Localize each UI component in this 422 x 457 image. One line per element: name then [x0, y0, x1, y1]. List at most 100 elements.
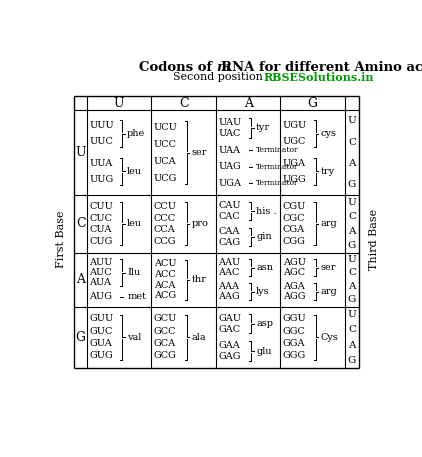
- Text: A: A: [243, 97, 253, 110]
- Text: A: A: [76, 273, 85, 286]
- Text: UCC: UCC: [154, 140, 177, 149]
- Text: AAG: AAG: [218, 292, 240, 301]
- Text: thr: thr: [192, 275, 206, 284]
- Text: CAU: CAU: [218, 201, 241, 210]
- Text: UAG: UAG: [218, 162, 241, 171]
- Text: UGA: UGA: [283, 159, 306, 168]
- Text: A: A: [348, 159, 356, 168]
- Text: GCG: GCG: [154, 351, 176, 361]
- Text: GAC: GAC: [218, 325, 241, 334]
- Text: C: C: [76, 218, 86, 230]
- Text: UAA: UAA: [218, 146, 240, 155]
- Text: UCG: UCG: [154, 174, 177, 182]
- Text: leu: leu: [127, 167, 142, 176]
- Text: GUA: GUA: [89, 339, 112, 348]
- Text: A: A: [348, 282, 356, 291]
- Text: CGG: CGG: [283, 237, 306, 246]
- Text: cys: cys: [321, 129, 337, 138]
- Text: CUU: CUU: [89, 202, 113, 211]
- Text: UAC: UAC: [218, 129, 241, 138]
- Text: AGU: AGU: [283, 258, 306, 267]
- Text: lys: lys: [256, 287, 270, 296]
- Text: AGG: AGG: [283, 292, 305, 301]
- Text: AGC: AGC: [283, 268, 305, 277]
- Text: G: G: [348, 295, 356, 304]
- Text: CUG: CUG: [89, 237, 113, 246]
- Text: G: G: [348, 180, 356, 189]
- Text: Terminator: Terminator: [256, 163, 299, 171]
- Text: U: U: [114, 97, 124, 110]
- Text: tyr: tyr: [256, 123, 270, 133]
- Text: ser: ser: [192, 148, 207, 157]
- Text: First Base: First Base: [56, 211, 65, 268]
- Text: ACG: ACG: [154, 292, 176, 300]
- Text: ala: ala: [192, 333, 206, 342]
- Text: Terminator: Terminator: [256, 179, 299, 187]
- Text: AUG: AUG: [89, 292, 112, 301]
- Text: glu: glu: [256, 346, 272, 356]
- Text: UUA: UUA: [89, 159, 112, 168]
- Text: val: val: [127, 333, 141, 342]
- Text: CCC: CCC: [154, 213, 176, 223]
- Text: phe: phe: [127, 129, 145, 138]
- Text: A: A: [348, 227, 356, 235]
- Text: CCA: CCA: [154, 225, 176, 234]
- Text: CGU: CGU: [283, 202, 306, 211]
- Text: RBSESolutions.in: RBSESolutions.in: [264, 72, 374, 83]
- Text: U: U: [348, 255, 356, 264]
- Text: GGG: GGG: [283, 351, 306, 361]
- Text: AAC: AAC: [218, 268, 240, 277]
- Text: UUU: UUU: [89, 122, 114, 130]
- Text: Codons of: Codons of: [138, 61, 216, 74]
- Text: CUA: CUA: [89, 225, 111, 234]
- Text: C: C: [348, 325, 356, 334]
- Text: Terminator: Terminator: [256, 146, 299, 154]
- Text: try: try: [321, 167, 335, 176]
- Text: asn: asn: [256, 263, 273, 272]
- Text: GUG: GUG: [89, 351, 113, 361]
- Text: Ilu: Ilu: [127, 268, 141, 277]
- Text: UCU: UCU: [154, 123, 178, 132]
- Text: G: G: [76, 331, 86, 344]
- Text: ser: ser: [321, 263, 336, 272]
- Text: C: C: [348, 138, 356, 147]
- Text: U: U: [348, 198, 356, 207]
- Text: A: A: [348, 340, 356, 350]
- Text: UGG: UGG: [283, 175, 306, 184]
- Text: ACA: ACA: [154, 281, 175, 290]
- Text: m: m: [216, 61, 230, 74]
- Text: RNA for different Amino acids: RNA for different Amino acids: [221, 61, 422, 74]
- Text: GGC: GGC: [283, 327, 306, 336]
- Text: AAU: AAU: [218, 258, 241, 267]
- Text: AUU: AUU: [89, 258, 113, 267]
- Text: UGA: UGA: [218, 179, 241, 188]
- Text: GCC: GCC: [154, 327, 176, 336]
- Text: AAA: AAA: [218, 282, 239, 291]
- Text: AGA: AGA: [283, 282, 305, 291]
- Text: CAG: CAG: [218, 238, 241, 246]
- Text: CCG: CCG: [154, 237, 176, 246]
- Text: GGA: GGA: [283, 339, 305, 348]
- Text: G: G: [308, 97, 318, 110]
- Text: GAA: GAA: [218, 341, 240, 350]
- Text: AUA: AUA: [89, 278, 111, 287]
- Text: GCA: GCA: [154, 339, 176, 348]
- Text: GCU: GCU: [154, 314, 177, 324]
- Text: CCU: CCU: [154, 202, 177, 211]
- Text: CAA: CAA: [218, 227, 240, 236]
- Text: ACU: ACU: [154, 259, 176, 268]
- Text: gin: gin: [256, 232, 272, 241]
- Text: GUU: GUU: [89, 314, 114, 324]
- Text: his .: his .: [256, 207, 277, 216]
- Text: GAG: GAG: [218, 352, 241, 361]
- Text: UUG: UUG: [89, 175, 114, 184]
- Text: CUC: CUC: [89, 213, 112, 223]
- Text: arg: arg: [321, 219, 338, 228]
- Text: leu: leu: [127, 219, 142, 228]
- Text: pro: pro: [192, 219, 208, 228]
- Text: GAU: GAU: [218, 314, 241, 323]
- Text: G: G: [348, 356, 356, 365]
- Text: U: U: [348, 310, 356, 319]
- Text: CAC: CAC: [218, 212, 240, 221]
- Text: Third Base: Third Base: [369, 209, 379, 270]
